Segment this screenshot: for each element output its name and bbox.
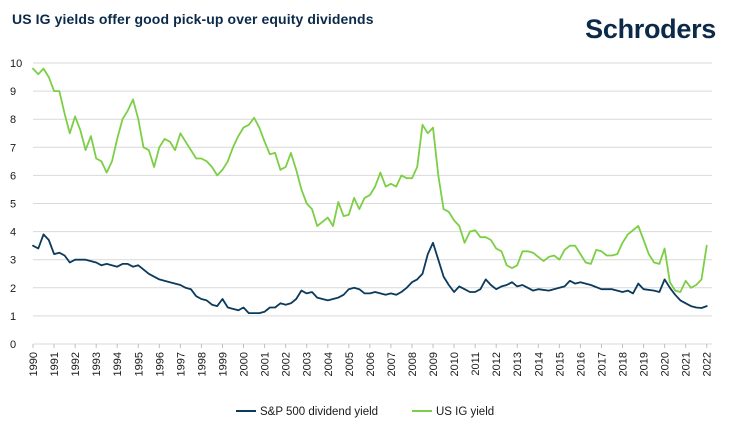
- chart-title: US IG yields offer good pick-up over equ…: [12, 11, 374, 27]
- x-tick-label: 2001: [260, 352, 272, 376]
- legend-label: S&P 500 dividend yield: [260, 406, 378, 418]
- x-tick-label: 2012: [491, 352, 503, 376]
- x-tick-label: 1990: [28, 352, 40, 376]
- grid-lines: [33, 62, 712, 345]
- x-tick-label: 2002: [281, 352, 293, 376]
- x-tick-label: 2013: [512, 352, 524, 376]
- y-tick-label: 5: [10, 199, 16, 211]
- schroders-logo: Schroders: [585, 14, 716, 44]
- x-tick-label: 2020: [660, 352, 672, 376]
- x-tick-label: 2021: [681, 352, 693, 376]
- y-tick-label: 10: [10, 58, 22, 70]
- x-tick-label: 2007: [386, 352, 398, 376]
- y-axis-ticks: 0 1 2 3 4 5 6 7 8 9 10: [10, 58, 22, 351]
- x-tick-label: 1998: [196, 352, 208, 376]
- x-tick-label: 1996: [154, 352, 166, 376]
- series-line-1: [32, 67, 708, 293]
- x-tick-label: 1992: [70, 352, 82, 376]
- series-lines: [32, 67, 708, 314]
- x-tick-label: 1997: [175, 352, 187, 376]
- x-tick-label: 2008: [407, 352, 419, 376]
- x-tick-label: 2010: [449, 352, 461, 376]
- x-tick-label: 1994: [112, 352, 124, 376]
- x-tick-label: 2014: [533, 352, 545, 376]
- x-tick-label: 2000: [239, 352, 251, 376]
- y-tick-label: 0: [10, 339, 16, 351]
- legend: S&P 500 dividend yield US IG yield: [236, 406, 494, 418]
- y-tick-label: 9: [10, 86, 16, 98]
- x-tick-label: 2006: [365, 352, 377, 376]
- x-axis-ticks: 1990 1991 1992 1993 1994 1995 1996 1997 1998 1999…: [28, 344, 714, 376]
- legend-label: US IG yield: [436, 406, 494, 418]
- x-tick-label: 2015: [554, 352, 566, 376]
- y-tick-label: 1: [10, 311, 16, 323]
- x-tick-label: 2011: [470, 352, 482, 376]
- y-tick-label: 8: [10, 114, 16, 126]
- x-tick-label: 2022: [702, 352, 714, 376]
- x-tick-label: 2009: [428, 352, 440, 376]
- y-tick-label: 7: [10, 142, 16, 154]
- x-tick-label: 1991: [49, 352, 61, 376]
- x-tick-label: 2018: [618, 352, 630, 376]
- x-tick-label: 2003: [302, 352, 314, 376]
- x-tick-label: 1999: [217, 352, 229, 376]
- x-tick-label: 2019: [639, 352, 651, 376]
- y-tick-label: 2: [10, 283, 16, 295]
- series-line-0: [32, 233, 708, 314]
- x-tick-label: 2005: [344, 352, 356, 376]
- x-tick-label: 2016: [575, 352, 587, 376]
- y-tick-label: 3: [10, 255, 16, 267]
- x-tick-label: 1993: [91, 352, 103, 376]
- x-tick-label: 2017: [596, 352, 608, 376]
- x-tick-label: 1995: [133, 352, 145, 376]
- y-tick-label: 4: [10, 227, 16, 239]
- y-tick-label: 6: [10, 170, 16, 182]
- x-tick-label: 2004: [323, 352, 335, 376]
